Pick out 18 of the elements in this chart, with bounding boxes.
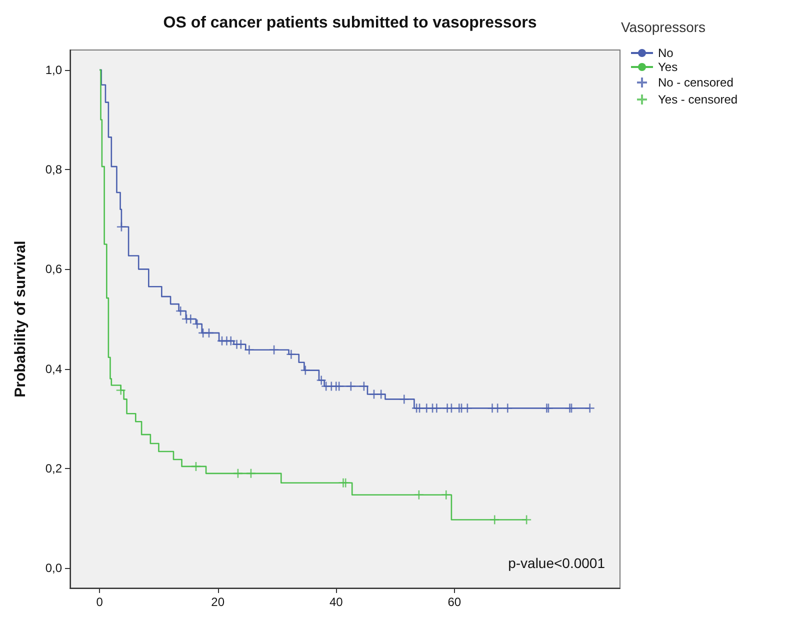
- x-tick-label: 60: [448, 595, 462, 609]
- y-tick-label: 0,2: [45, 461, 62, 476]
- y-tick-label: 0,6: [45, 262, 62, 276]
- x-tick-label: 20: [211, 595, 225, 609]
- chart-title: OS of cancer patients submitted to vasopressors: [163, 14, 537, 32]
- x-tick-label: 40: [329, 595, 344, 609]
- y-tick-label: 0,4: [45, 362, 62, 376]
- x-tick-label: 0: [96, 595, 104, 609]
- legend-label: No: [658, 46, 674, 60]
- legend-label: Yes - censored: [658, 92, 738, 106]
- y-tick-label: 0,8: [45, 162, 62, 177]
- legend-label: Yes: [658, 60, 678, 74]
- y-tick-label: 0,0: [45, 561, 62, 576]
- y-axis-title: Probability of survival: [12, 240, 29, 398]
- legend-label: No - censored: [658, 76, 734, 90]
- legend-title: Vasopressors: [621, 19, 706, 35]
- annotation: p-value<0.0001: [508, 555, 606, 571]
- y-tick-label: 1,0: [45, 62, 62, 77]
